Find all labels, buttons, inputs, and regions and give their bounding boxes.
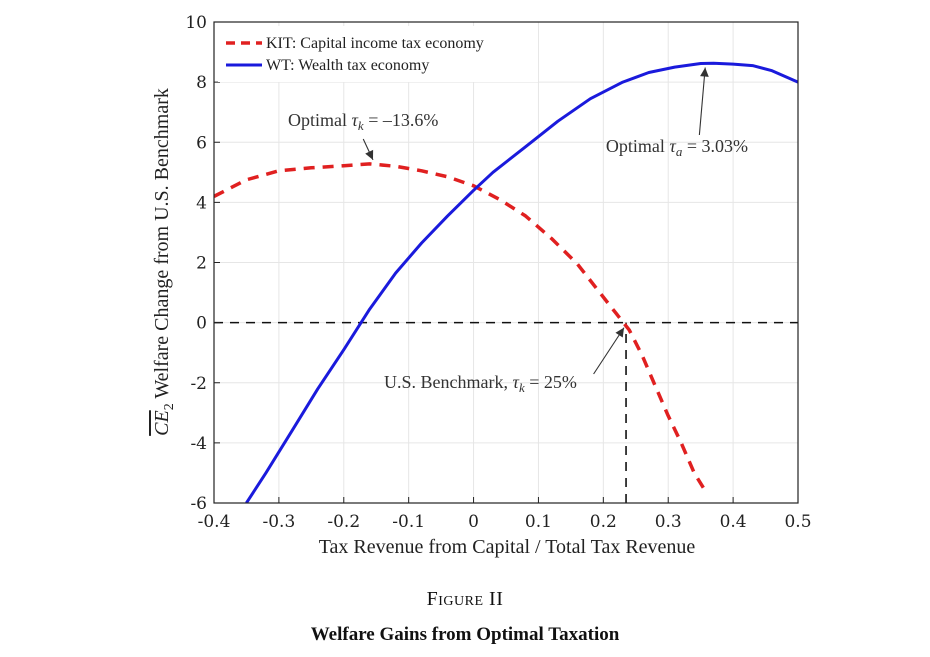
series — [214, 61, 798, 503]
annotation-us-benchmark-post: = 25% — [525, 372, 577, 392]
y-tick-label: -6 — [190, 494, 207, 514]
legend-label-kit: KIT: Capital income tax economy — [266, 35, 484, 52]
x-tick-label: 0.3 — [655, 512, 682, 532]
figure-label: Figure II — [426, 588, 504, 610]
annotations: Optimal τk = –13.6%Optimal τa = 3.03%U.S… — [288, 67, 748, 395]
x-tick-label: 0 — [468, 512, 479, 532]
figure-title: Welfare Gains from Optimal Taxation — [310, 624, 620, 645]
y-tick-label: 4 — [196, 193, 207, 213]
y-axis-rest: Welfare Change from U.S. Benchmark — [151, 88, 173, 399]
legend: KIT: Capital income tax economy WT: Weal… — [218, 26, 538, 82]
annotation-optimal-tau-k-arrow-head — [365, 149, 374, 160]
y-tick-label: -4 — [190, 434, 207, 454]
x-tick-label: 0.5 — [784, 512, 811, 532]
annotation-us-benchmark-sub: k — [519, 380, 525, 395]
y-tick-label: 2 — [196, 254, 207, 274]
x-tick-label: 0.4 — [720, 512, 747, 532]
annotation-optimal-tau-a-pre: Optimal — [606, 136, 670, 156]
x-tick-label: -0.2 — [327, 512, 360, 532]
welfare-chart: -0.4 -0.3 -0.2 -0.1 0 0.1 0.2 0.3 0.4 0.5 -6 -4 -2 0… — [151, 13, 812, 558]
annotation-optimal-tau-k-symbol: τ — [351, 110, 358, 130]
kit-series-line — [214, 162, 709, 495]
annotation-us-benchmark-pre: U.S. Benchmark, — [384, 372, 512, 392]
y-ticks: -6 -4 -2 0 2 4 6 8 10 — [185, 13, 220, 514]
annotation-us-benchmark-arrow-head — [615, 327, 625, 338]
x-tick-label: -0.3 — [262, 512, 295, 532]
annotation-optimal-tau-k: Optimal τk = –13.6% — [288, 110, 438, 133]
annotation-optimal-tau-a-sub: a — [676, 144, 683, 159]
x-tick-label: -0.1 — [392, 512, 425, 532]
legend-label-wt: WT: Wealth tax economy — [266, 57, 429, 74]
x-axis-title: Tax Revenue from Capital / Total Tax Rev… — [319, 536, 696, 558]
y-axis-title: CE2 Welfare Change from U.S. Benchmark — [151, 88, 177, 436]
annotation-optimal-tau-a-arrow-head — [700, 67, 709, 77]
annotation-optimal-tau-k-post: = –13.6% — [364, 110, 439, 130]
x-ticks: -0.4 -0.3 -0.2 -0.1 0 0.1 0.2 0.3 0.4 0.5 — [198, 497, 812, 532]
annotation-optimal-tau-k-pre: Optimal — [288, 110, 352, 130]
y-tick-label: -2 — [190, 374, 207, 394]
annotation-optimal-tau-a-post: = 3.03% — [682, 136, 748, 156]
reference-lines — [214, 321, 798, 503]
y-tick-label: 8 — [196, 73, 207, 93]
annotation-us-benchmark-arrow-shaft — [593, 327, 625, 375]
y-axis-title-text: CE2 Welfare Change from U.S. Benchmark — [151, 88, 177, 436]
x-tick-label: 0.1 — [525, 512, 552, 532]
y-tick-label: 6 — [196, 133, 207, 153]
grid — [213, 21, 799, 504]
wt-series-line — [245, 61, 798, 503]
legend-box — [218, 26, 538, 82]
x-tick-label: -0.4 — [198, 512, 231, 532]
annotation-us-benchmark-symbol: τ — [512, 372, 519, 392]
annotation-optimal-tau-k-sub: k — [358, 118, 364, 133]
y-tick-label: 10 — [185, 13, 207, 33]
y-axis-sub: 2 — [162, 403, 177, 410]
y-axis-var: CE — [151, 410, 173, 436]
annotation-optimal-tau-a-arrow-shaft — [698, 67, 706, 136]
annotation-us-benchmark: U.S. Benchmark, τk = 25% — [384, 372, 577, 395]
x-tick-label: 0.2 — [590, 512, 617, 532]
annotation-optimal-tau-a-symbol: τ — [669, 136, 676, 156]
y-tick-label: 0 — [196, 314, 207, 334]
annotation-optimal-tau-a: Optimal τa = 3.03% — [606, 136, 748, 159]
